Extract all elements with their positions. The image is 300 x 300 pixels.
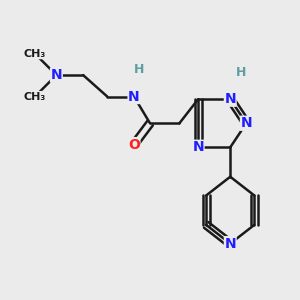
Text: N: N [241, 116, 252, 130]
Text: O: O [128, 138, 140, 152]
Text: CH₃: CH₃ [24, 92, 46, 101]
Text: N: N [224, 92, 236, 106]
Text: CH₃: CH₃ [24, 49, 46, 59]
Text: N: N [128, 89, 140, 103]
Text: N: N [192, 140, 204, 154]
Text: H: H [134, 63, 145, 76]
Text: N: N [224, 237, 236, 250]
Text: H: H [236, 66, 246, 79]
Text: N: N [51, 68, 62, 82]
